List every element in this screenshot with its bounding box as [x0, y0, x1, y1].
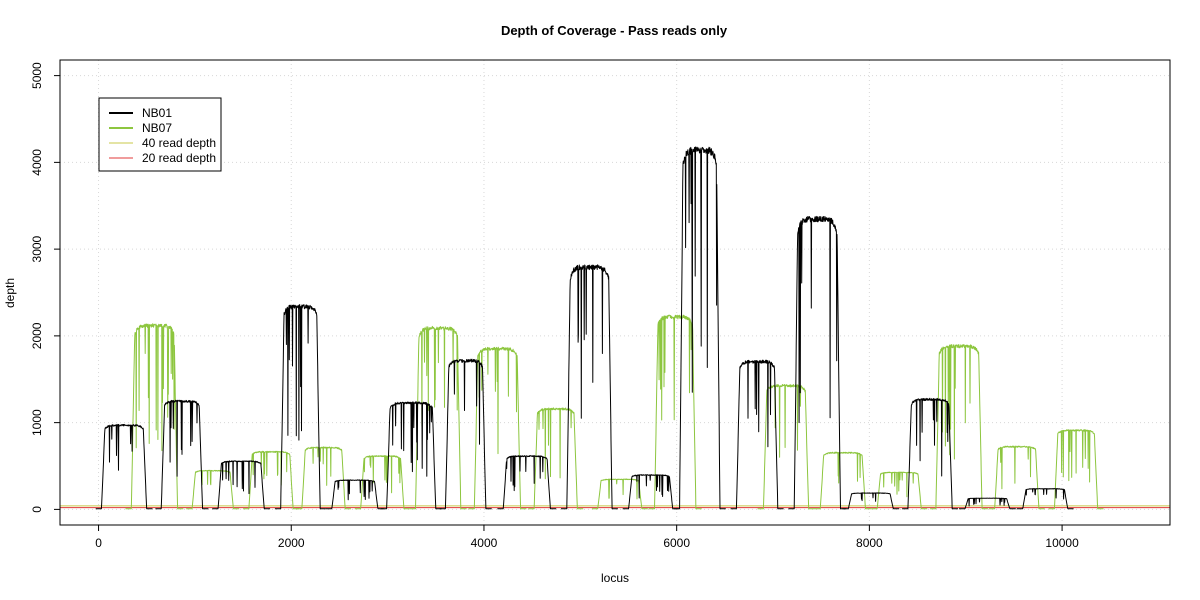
- series-nb07-amplicon-1: [125, 323, 184, 510]
- y-axis-label: depth: [3, 278, 17, 308]
- series-nb01-amplicon-13: [788, 215, 847, 510]
- series-nb07-amplicon-2: [186, 469, 240, 510]
- y-tick-label: 5000: [30, 62, 44, 89]
- plot-area: [60, 146, 1170, 510]
- series-nb01-amplicon-14: [842, 492, 900, 510]
- legend-label: 20 read depth: [142, 151, 216, 165]
- y-tick-label: 0: [30, 506, 44, 513]
- legend-label: NB07: [142, 121, 172, 135]
- x-tick-label: 10000: [1045, 536, 1079, 550]
- y-tick-label: 2000: [30, 322, 44, 349]
- legend-label: NB01: [142, 106, 172, 120]
- legend-label: 40 read depth: [142, 136, 216, 150]
- series-nb01-amplicon-1: [95, 423, 153, 510]
- series-nb07-amplicon-3: [243, 450, 299, 510]
- series-nb07-amplicon-11: [757, 384, 815, 510]
- series-nb01-amplicon-3: [212, 460, 271, 510]
- plot-frame: [59, 59, 1171, 526]
- series-nb07-amplicon-15: [988, 445, 1045, 510]
- x-tick-label: 8000: [856, 536, 883, 550]
- series-nb07: [125, 314, 1104, 510]
- y-tick-label: 4000: [30, 149, 44, 176]
- series-nb01-amplicon-5: [325, 479, 384, 510]
- series-nb01-amplicon-2: [155, 399, 209, 510]
- series-nb07-amplicon-5: [354, 455, 410, 510]
- x-tick-label: 2000: [278, 536, 305, 550]
- series-nb01-amplicon-16: [959, 497, 1016, 510]
- series-nb01-amplicon-9: [561, 264, 618, 510]
- x-axis-label: locus: [601, 571, 629, 585]
- series-nb07-amplicon-14: [930, 344, 988, 510]
- series-nb07-amplicon-6: [409, 325, 467, 510]
- legend-box: [98, 97, 222, 172]
- series-nb07-amplicon-12: [814, 451, 872, 510]
- series-nb07-amplicon-13: [871, 471, 928, 510]
- series-nb01-amplicon-17: [1016, 488, 1074, 510]
- chart-title: Depth of Coverage - Pass reads only: [501, 23, 728, 38]
- series-nb07-amplicon-9: [591, 478, 648, 510]
- series-nb01-amplicon-7: [439, 358, 492, 510]
- x-tick-label: 0: [95, 536, 102, 550]
- x-tick-label: 4000: [471, 536, 498, 550]
- y-tick-label: 3000: [30, 235, 44, 262]
- grid: [60, 60, 1170, 525]
- series-nb07-amplicon-4: [296, 446, 351, 510]
- series-nb01-amplicon-15: [902, 397, 958, 510]
- x-tick-label: 6000: [663, 536, 690, 550]
- series-nb01: [95, 146, 1074, 510]
- series-nb07-amplicon-8: [528, 407, 584, 510]
- series-nb01-amplicon-4: [274, 304, 326, 510]
- series-nb01-amplicon-12: [730, 359, 784, 510]
- series-nb07-amplicon-16: [1048, 429, 1104, 510]
- series-nb07-amplicon-10: [648, 314, 702, 510]
- series-nb01-amplicon-11: [673, 146, 726, 510]
- series-nb01-amplicon-10: [622, 474, 679, 510]
- series-nb07-amplicon-7: [468, 346, 527, 510]
- series-nb01-amplicon-6: [380, 401, 442, 510]
- axes: 0 2000 4000 6000 8000 10000 0 1000 2000 3000 4000 5…: [30, 62, 1079, 550]
- y-tick-label: 1000: [30, 409, 44, 436]
- series-nb01-amplicon-8: [497, 455, 557, 510]
